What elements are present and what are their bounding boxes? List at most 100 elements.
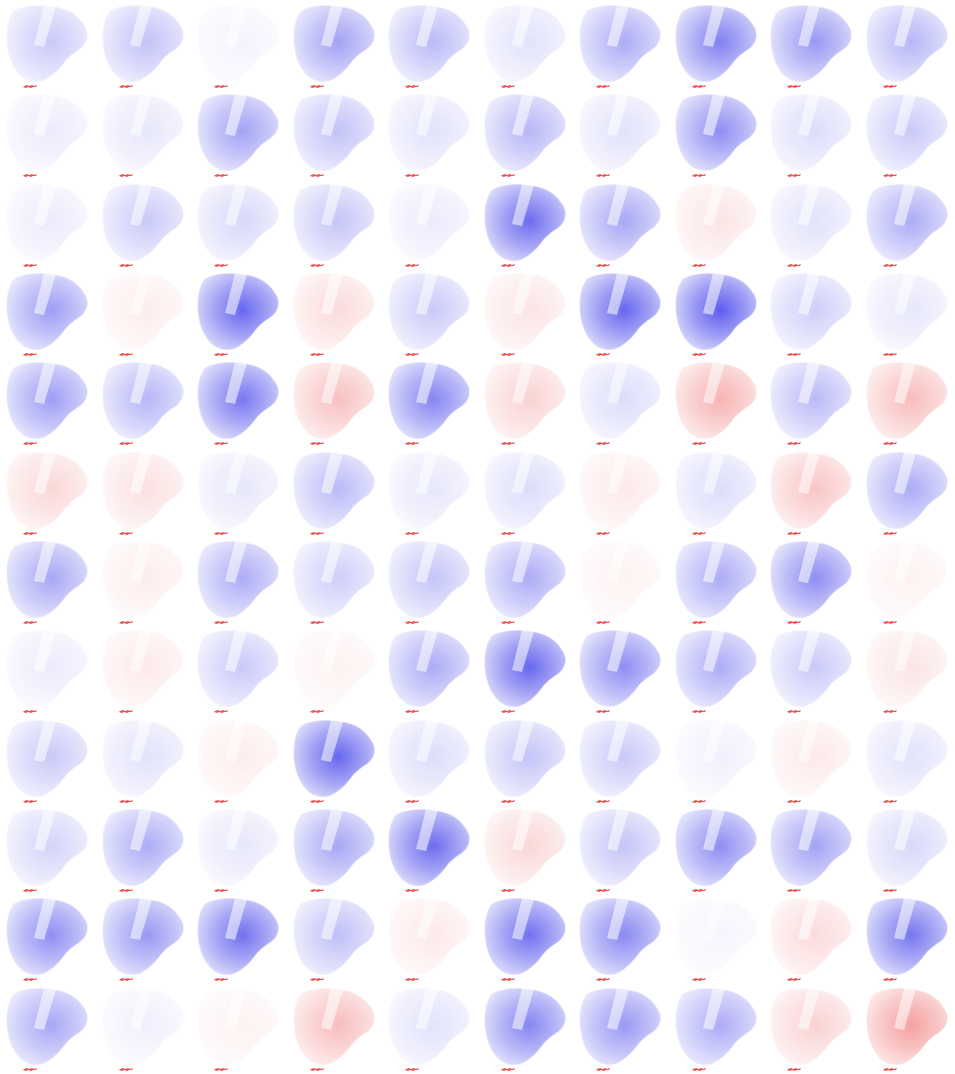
tissue-slice	[579, 4, 661, 83]
marker-glyph	[23, 442, 37, 445]
tissue-slice	[293, 4, 375, 83]
marker-glyph	[692, 85, 706, 88]
marker-glyph	[787, 532, 801, 535]
slice-tile-r8-c10	[866, 629, 948, 713]
slice-tile-r3-c5	[388, 183, 470, 267]
light-band	[894, 273, 916, 315]
tissue-slice	[388, 4, 470, 83]
light-band	[225, 362, 247, 404]
tissue-slice	[197, 897, 279, 976]
slice-tile-r8-c3	[197, 629, 279, 713]
slice-tile-r3-c9	[770, 183, 852, 267]
light-band	[512, 541, 534, 583]
light-band	[130, 273, 152, 315]
tissue-slice	[675, 719, 757, 798]
light-band	[703, 809, 725, 851]
tissue-slice	[579, 540, 661, 619]
tissue-slice	[866, 183, 948, 262]
slice-tile-r11-c3	[197, 897, 279, 981]
slice-tile-r3-c3	[197, 183, 279, 267]
light-band	[512, 988, 534, 1030]
marker-glyph	[501, 532, 515, 535]
marker-glyph	[692, 978, 706, 981]
tissue-slice	[197, 361, 279, 440]
light-band	[607, 273, 629, 315]
slice-tile-r9-c6	[484, 719, 566, 803]
light-band	[321, 362, 343, 404]
light-band	[34, 988, 56, 1030]
slice-tile-r2-c2	[102, 93, 184, 177]
light-band	[703, 273, 725, 315]
marker-glyph	[883, 1068, 897, 1071]
slice-tile-r2-c3	[197, 93, 279, 177]
tissue-slice	[866, 93, 948, 172]
marker-glyph	[883, 978, 897, 981]
slice-tile-r5-c9	[770, 361, 852, 445]
marker-glyph	[214, 264, 228, 267]
tissue-slice	[102, 451, 184, 530]
tissue-slice	[579, 93, 661, 172]
tissue-slice	[197, 272, 279, 351]
tissue-slice	[293, 93, 375, 172]
marker-glyph	[405, 710, 419, 713]
light-band	[130, 720, 152, 762]
slice-tile-r9-c3	[197, 719, 279, 803]
marker-glyph	[23, 889, 37, 892]
light-band	[416, 452, 438, 494]
tissue-slice	[579, 272, 661, 351]
slice-tile-r3-c10	[866, 183, 948, 267]
marker-glyph	[23, 353, 37, 356]
tissue-slice	[484, 272, 566, 351]
marker-glyph	[501, 353, 515, 356]
light-band	[321, 541, 343, 583]
light-band	[225, 541, 247, 583]
marker-glyph	[883, 889, 897, 892]
slice-tile-r11-c10	[866, 897, 948, 981]
light-band	[416, 273, 438, 315]
light-band	[894, 988, 916, 1030]
slice-tile-r12-c8	[675, 987, 757, 1071]
marker-glyph	[310, 442, 324, 445]
marker-glyph	[883, 174, 897, 177]
slice-tile-r11-c8	[675, 897, 757, 981]
slice-tile-r5-c6	[484, 361, 566, 445]
light-band	[225, 630, 247, 672]
slice-tile-r10-c6	[484, 808, 566, 892]
marker-glyph	[119, 442, 133, 445]
tissue-slice	[675, 93, 757, 172]
tissue-slice	[293, 629, 375, 708]
light-band	[798, 184, 820, 226]
tissue-slice	[388, 361, 470, 440]
marker-glyph	[787, 710, 801, 713]
light-band	[130, 988, 152, 1030]
light-band	[512, 362, 534, 404]
slice-tile-r6-c6	[484, 451, 566, 535]
tissue-slice	[770, 93, 852, 172]
marker-glyph	[405, 889, 419, 892]
light-band	[798, 94, 820, 136]
marker-glyph	[501, 1068, 515, 1071]
slice-tile-r10-c2	[102, 808, 184, 892]
tissue-slice	[675, 4, 757, 83]
light-band	[798, 809, 820, 851]
light-band	[512, 452, 534, 494]
tissue-slice	[6, 808, 88, 887]
tissue-slice	[388, 540, 470, 619]
tissue-slice	[102, 183, 184, 262]
tissue-slice	[579, 451, 661, 530]
light-band	[225, 809, 247, 851]
slice-tile-r10-c3	[197, 808, 279, 892]
tissue-slice	[293, 272, 375, 351]
marker-glyph	[23, 800, 37, 803]
marker-glyph	[596, 1068, 610, 1071]
marker-glyph	[501, 85, 515, 88]
marker-glyph	[214, 800, 228, 803]
light-band	[34, 362, 56, 404]
light-band	[798, 988, 820, 1030]
marker-glyph	[692, 1068, 706, 1071]
light-band	[703, 184, 725, 226]
tissue-slice	[770, 629, 852, 708]
tissue-slice	[675, 183, 757, 262]
marker-glyph	[883, 532, 897, 535]
